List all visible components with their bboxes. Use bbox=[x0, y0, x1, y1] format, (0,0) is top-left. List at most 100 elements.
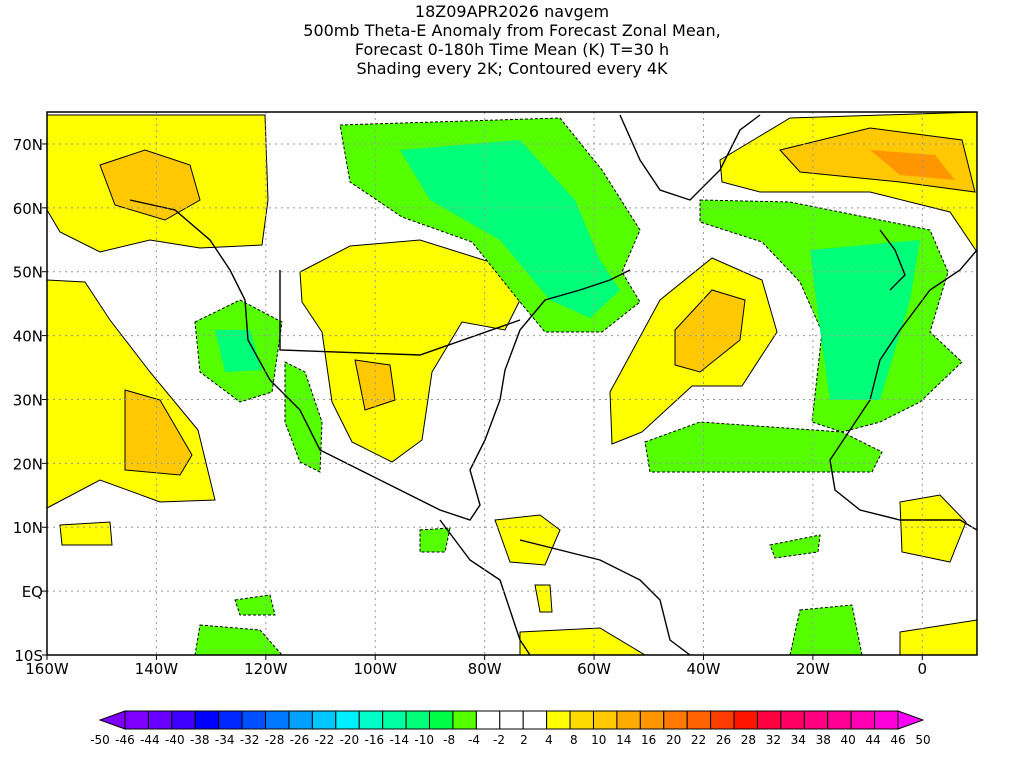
colorbar-swatch bbox=[311, 710, 337, 730]
colorbar-swatch bbox=[780, 710, 805, 730]
colorbar-label: -32 bbox=[240, 733, 260, 747]
strong-negative-regions bbox=[215, 140, 920, 400]
colorbar-over-arrow bbox=[897, 710, 925, 730]
colorbar-label: 2 bbox=[520, 733, 528, 747]
colorbar-label: -50 bbox=[90, 733, 110, 747]
colorbar-swatch bbox=[616, 710, 641, 730]
colorbar-label: -46 bbox=[115, 733, 135, 747]
colorbar-swatch bbox=[382, 710, 407, 730]
colorbar-swatch bbox=[194, 710, 220, 730]
colorbar-label: -20 bbox=[340, 733, 360, 747]
colorbar-label: -8 bbox=[443, 733, 455, 747]
y-tick-label: 70N bbox=[13, 136, 43, 154]
colorbar-swatch bbox=[663, 710, 688, 730]
y-tick-label: 60N bbox=[13, 200, 43, 218]
x-tick-label: 100W bbox=[354, 660, 398, 678]
title-line-2: 500mb Theta-E Anomaly from Forecast Zona… bbox=[303, 21, 721, 40]
colorbar-under-arrow bbox=[98, 710, 126, 730]
colorbar-label: -34 bbox=[215, 733, 235, 747]
colorbar-swatch bbox=[452, 710, 477, 730]
colorbar-swatch bbox=[546, 710, 571, 730]
y-axis: 10S EQ 10N 20N 30N 40N 50N 60N 70N bbox=[13, 136, 47, 665]
colorbar-label: -38 bbox=[190, 733, 210, 747]
y-tick-label: 50N bbox=[13, 264, 43, 282]
title-line-4: Shading every 2K; Contoured every 4K bbox=[356, 59, 668, 78]
colorbar-swatch bbox=[335, 710, 360, 730]
colorbar-swatch bbox=[241, 710, 267, 730]
title-line-1: 18Z09APR2026 navgem bbox=[414, 2, 610, 21]
y-tick-label: 40N bbox=[13, 328, 43, 346]
colorbar-swatch bbox=[850, 710, 876, 730]
colorbar-label: 46 bbox=[890, 733, 905, 747]
colorbar-label: 4 bbox=[545, 733, 553, 747]
colorbar-label: -22 bbox=[315, 733, 335, 747]
colorbar-label: -2 bbox=[493, 733, 505, 747]
colorbar-label: 14 bbox=[616, 733, 631, 747]
colorbar-swatch bbox=[147, 710, 173, 730]
x-tick-label: 120W bbox=[244, 660, 288, 678]
colorbar-label: 22 bbox=[691, 733, 706, 747]
title-line-3: Forecast 0-180h Time Mean (K) T=30 h bbox=[354, 40, 670, 59]
colorbar-label: -16 bbox=[365, 733, 385, 747]
colorbar-label: -4 bbox=[468, 733, 480, 747]
shaded-field bbox=[47, 112, 977, 655]
colorbar-label: 34 bbox=[791, 733, 806, 747]
colorbar-label: 20 bbox=[666, 733, 681, 747]
colorbar-swatch bbox=[405, 710, 431, 730]
colorbar-label: -40 bbox=[165, 733, 185, 747]
colorbar-label: -10 bbox=[414, 733, 434, 747]
colorbar-label: 10 bbox=[591, 733, 606, 747]
y-tick-label: EQ bbox=[22, 583, 43, 601]
x-tick-label: 80W bbox=[468, 660, 502, 678]
x-tick-label: 60W bbox=[577, 660, 611, 678]
colorbar-swatch bbox=[756, 710, 782, 730]
colorbar-swatch bbox=[499, 710, 524, 730]
y-tick-label: 20N bbox=[13, 455, 43, 473]
plot-frame bbox=[46, 111, 978, 656]
colorbar-label: 38 bbox=[816, 733, 831, 747]
colorbar-swatch bbox=[358, 710, 384, 730]
colorbar-swatch bbox=[288, 710, 313, 730]
y-tick-label: 30N bbox=[13, 391, 43, 409]
colorbar-label: -14 bbox=[389, 733, 409, 747]
colorbar-swatch bbox=[592, 710, 618, 730]
coastlines bbox=[129, 114, 977, 655]
colorbar-swatch bbox=[171, 710, 196, 730]
x-tick-label: 40W bbox=[687, 660, 721, 678]
x-tick-label: 140W bbox=[135, 660, 179, 678]
colorbar-label: 28 bbox=[741, 733, 756, 747]
colorbar-label: 40 bbox=[841, 733, 856, 747]
colorbar-label: 44 bbox=[865, 733, 880, 747]
x-axis: 160W 140W 120W 100W 80W 60W 40W 20W 0 bbox=[25, 655, 927, 678]
y-tick-label: 10S bbox=[14, 647, 43, 665]
x-tick-label: 20W bbox=[796, 660, 830, 678]
colorbar-swatch bbox=[522, 710, 548, 730]
colorbar-label: -26 bbox=[290, 733, 310, 747]
colorbar-label: 16 bbox=[641, 733, 656, 747]
x-tick-label: 0 bbox=[918, 660, 928, 678]
colorbar-label: 32 bbox=[766, 733, 781, 747]
colorbar-label: 50 bbox=[915, 733, 930, 747]
colorbar-swatch bbox=[429, 710, 454, 730]
gridlines bbox=[46, 112, 977, 656]
colorbar-label: -44 bbox=[140, 733, 160, 747]
colorbar-swatch bbox=[827, 710, 852, 730]
colorbar-label: -28 bbox=[265, 733, 285, 747]
colorbar-swatch bbox=[569, 710, 594, 730]
colorbar-swatch bbox=[686, 710, 712, 730]
colorbar-swatch bbox=[803, 710, 829, 730]
colorbar-swatch bbox=[124, 710, 149, 730]
y-tick-label: 10N bbox=[13, 519, 43, 537]
colorbar-label: 26 bbox=[716, 733, 731, 747]
colorbar-label: 8 bbox=[570, 733, 578, 747]
colorbar-swatch bbox=[639, 710, 665, 730]
colorbar-swatch bbox=[475, 710, 501, 730]
x-tick-label: 160W bbox=[25, 660, 69, 678]
colorbar-swatch bbox=[733, 710, 758, 730]
colorbar-swatch bbox=[218, 710, 243, 730]
colorbar-swatch bbox=[874, 710, 899, 730]
colorbar: -50 -46 -44 -40 -38 -34 -32 -28 -26 -22 -20 -16 -14-… bbox=[90, 710, 931, 747]
colorbar-swatch bbox=[265, 710, 290, 730]
